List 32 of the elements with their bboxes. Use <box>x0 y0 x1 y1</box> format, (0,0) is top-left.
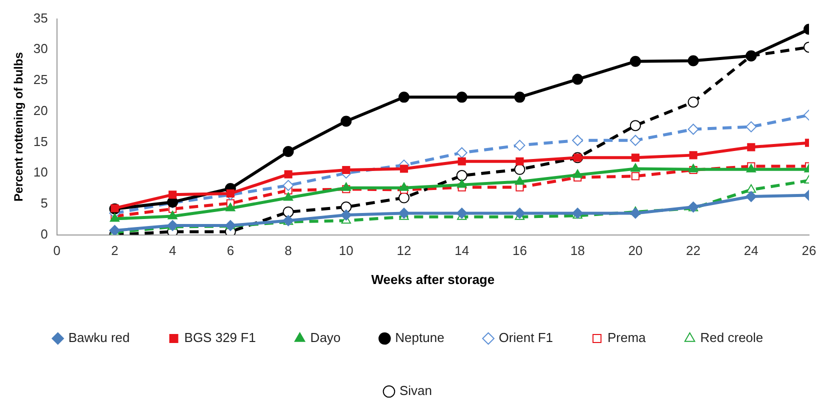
x-tick-label: 18 <box>570 243 585 258</box>
legend-label: Orient F1 <box>498 330 553 346</box>
y-tick-label: 30 <box>33 41 48 56</box>
x-tick-label: 2 <box>111 243 118 258</box>
x-tick-label: 12 <box>396 243 412 258</box>
y-tick-label: 10 <box>33 164 48 180</box>
x-tick-label: 6 <box>226 243 234 258</box>
legend-label: Sivan <box>399 383 432 398</box>
y-tick-label: 0 <box>40 226 48 242</box>
legend-label: Prema <box>607 330 647 346</box>
legend-label: Dayo <box>310 330 341 346</box>
x-tick-label: 26 <box>802 243 816 258</box>
y-tick-label: 25 <box>33 72 48 88</box>
x-tick-label: 24 <box>744 243 758 258</box>
x-tick-label: 10 <box>338 243 354 258</box>
x-tick-label: 20 <box>628 243 643 258</box>
legend-label: Bawku red <box>68 330 130 346</box>
y-axis-title: Percent rottening of bulbs <box>12 52 26 202</box>
x-tick-label: 0 <box>53 243 60 258</box>
y-tick-label: 15 <box>33 134 48 149</box>
legend-label: BGS 329 F1 <box>184 330 256 346</box>
legend-label: Neptune <box>395 330 444 346</box>
x-tick-label: 14 <box>454 243 470 258</box>
legend-label: Red creole <box>700 330 764 346</box>
x-tick-label: 8 <box>284 243 292 258</box>
x-tick-label: 22 <box>686 243 701 258</box>
x-tick-label: 4 <box>168 243 176 258</box>
y-tick-label: 20 <box>33 102 48 118</box>
y-tick-label: 35 <box>33 10 48 26</box>
y-tick-label: 5 <box>40 196 48 211</box>
x-tick-label: 16 <box>512 243 527 258</box>
x-axis-title: Weeks after storage <box>371 272 495 287</box>
